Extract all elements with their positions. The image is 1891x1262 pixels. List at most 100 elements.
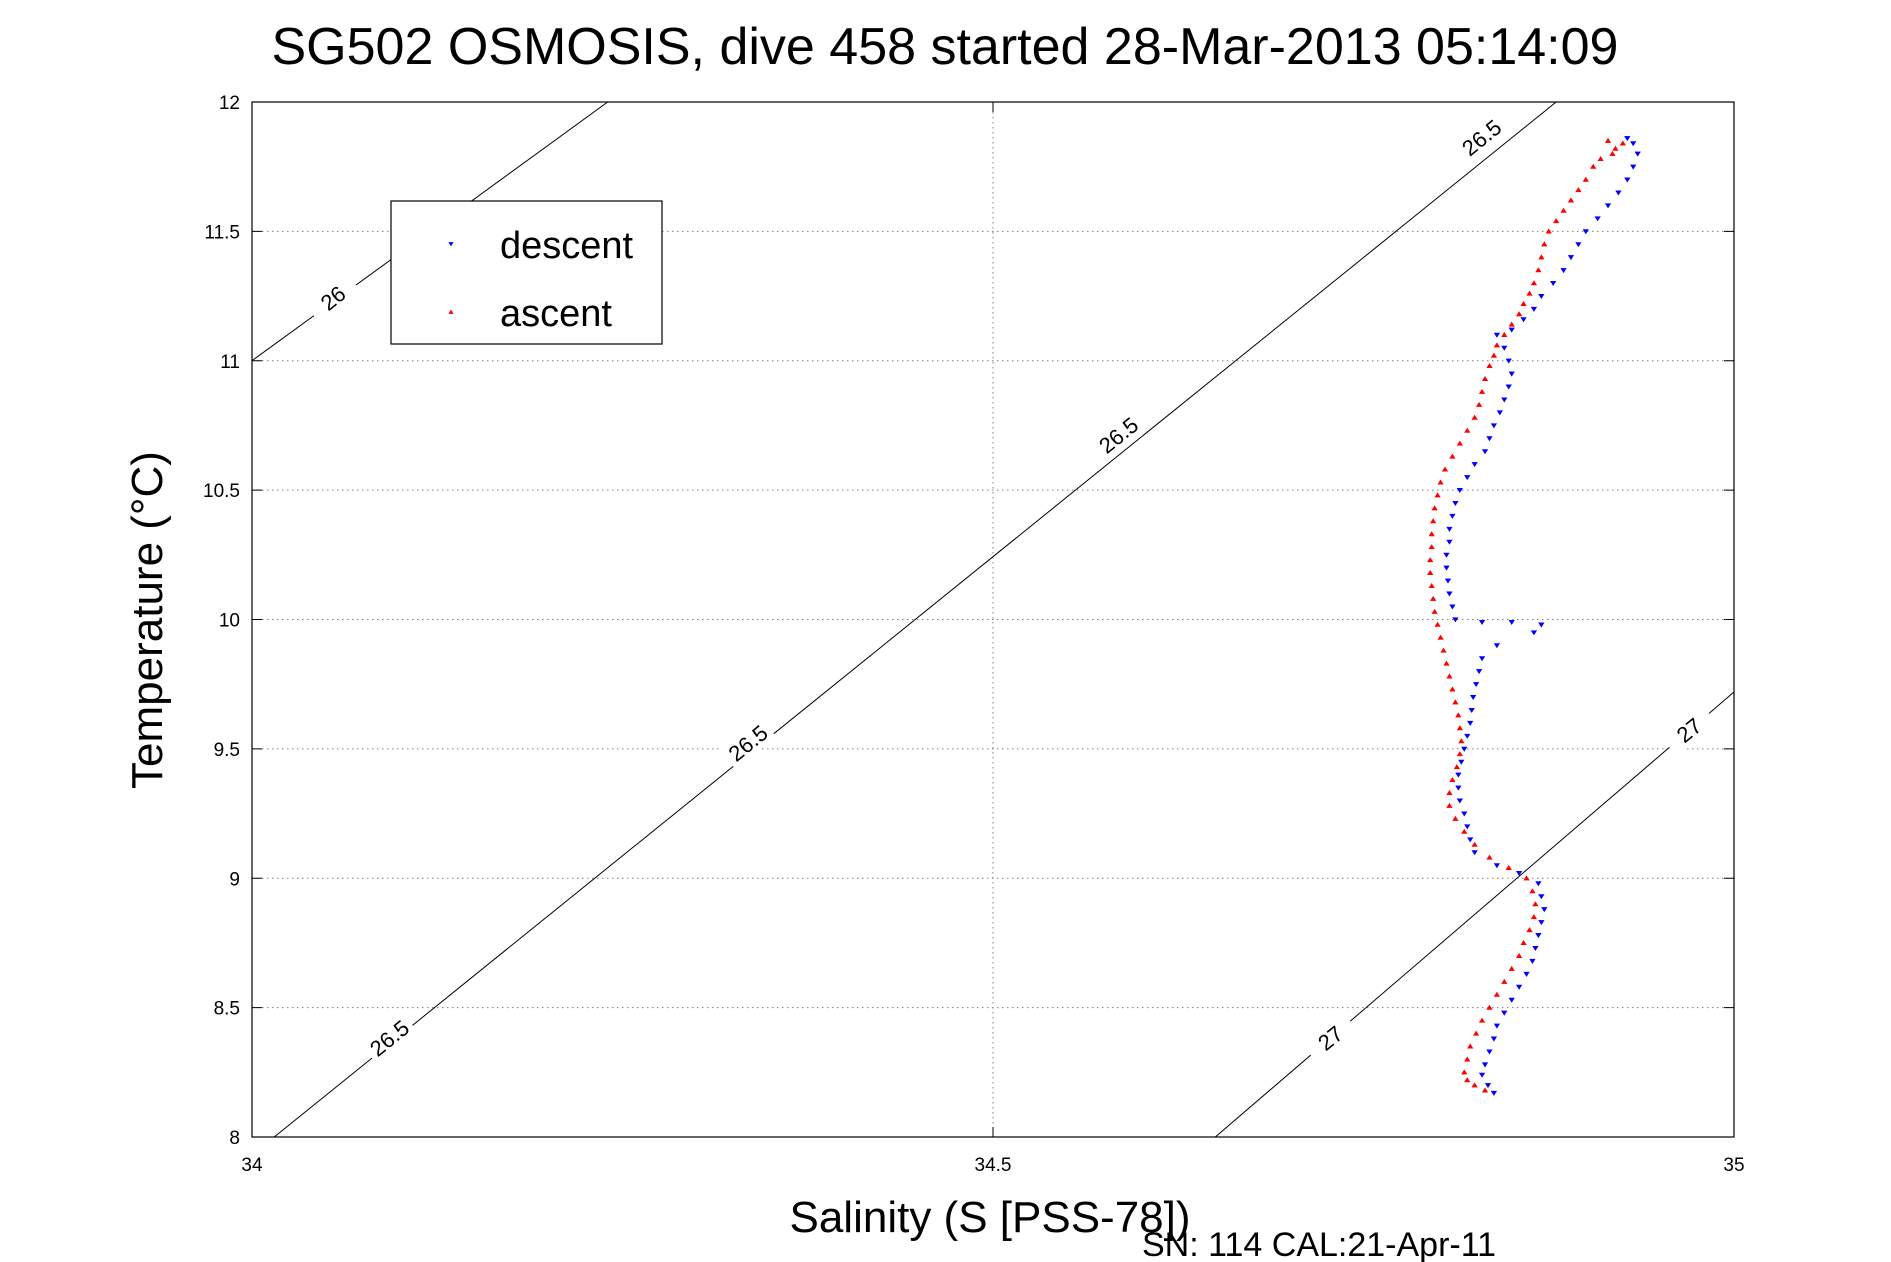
descent-point [1486, 1049, 1493, 1055]
contour-label-background [303, 270, 361, 324]
ascent-point [1545, 228, 1552, 234]
chart-title: SG502 OSMOSIS, dive 458 started 28-Mar-2… [272, 18, 1619, 76]
legend-box [390, 200, 663, 345]
descent-point [1501, 397, 1508, 403]
ascent-point [1501, 331, 1508, 337]
descent-point [1538, 293, 1545, 299]
x-tick-label: 35 [1723, 1155, 1744, 1176]
ascent-point [1505, 864, 1512, 871]
descent-point [1505, 358, 1512, 364]
ascent-point [1434, 492, 1441, 498]
descent-point [1490, 1036, 1498, 1042]
descent-point [1624, 177, 1631, 183]
ascent-point [1437, 634, 1444, 640]
ascent-point [1452, 815, 1459, 821]
x-tick-label: 34 [241, 1155, 263, 1176]
descent-point [1496, 410, 1503, 416]
ascent-point [1490, 352, 1498, 358]
ascent-point [1508, 321, 1515, 327]
ascent-point [1481, 375, 1489, 381]
ascent-point [1612, 145, 1619, 151]
ascent-point [1604, 137, 1612, 143]
y-tick-label: 10 [219, 611, 240, 632]
descent-point [1530, 306, 1538, 312]
descent-point [1461, 746, 1468, 752]
calibration-footer: SN: 114 CAL:21-Apr-11 [1142, 1226, 1496, 1262]
ascent-point [1532, 901, 1539, 907]
descent-point [1493, 643, 1501, 649]
ascent-point [1449, 453, 1456, 459]
ascent-point [1455, 712, 1462, 718]
descent-point [1493, 863, 1501, 869]
descent-point [1515, 984, 1523, 990]
ascent-point [1434, 621, 1441, 627]
legend-marker-descent [448, 242, 454, 247]
descent-point [1538, 622, 1545, 628]
descent-point [1456, 488, 1463, 494]
ascent-point [1446, 789, 1453, 795]
ascent-point [1526, 290, 1533, 296]
descent-point [1470, 695, 1477, 701]
ascent-point [1567, 197, 1575, 203]
contour-label-group: 26.5 [718, 715, 776, 769]
descent-point [1464, 475, 1471, 481]
descent-point [1508, 371, 1515, 377]
density-contour-27 [1214, 691, 1734, 1137]
y-tick-label: 9 [229, 869, 240, 890]
ascent-point [1520, 300, 1527, 306]
descent-point [1443, 565, 1450, 571]
ascent-point [1464, 1077, 1471, 1083]
legend-marker-descent-glyph [448, 242, 454, 247]
descent-point [1478, 1072, 1486, 1078]
descent-point [1532, 945, 1539, 952]
ascent-point [1508, 965, 1515, 971]
x-axis-ticks: 34 34.5 35 [241, 102, 1745, 1176]
ascent-point [1427, 557, 1434, 563]
ascent-point [1486, 363, 1493, 369]
y-tick-label: 9.5 [214, 740, 240, 761]
contour-label-background [1301, 1010, 1359, 1064]
x-tick-label: 34.5 [975, 1155, 1012, 1176]
descent-point [1471, 462, 1478, 468]
x-axis-label: Salinity (S [PSS-78]) [789, 1193, 1190, 1242]
descent-point [1538, 920, 1545, 926]
ascent-point [1535, 267, 1542, 273]
ascent-point [1609, 150, 1616, 156]
ascent-point [1471, 841, 1478, 847]
descent-point [1471, 850, 1478, 856]
y-tick-label: 12 [219, 93, 240, 114]
y-tick-label: 11 [220, 352, 240, 373]
descent-point [1486, 436, 1493, 442]
descent-point [1444, 578, 1452, 584]
ascent-point [1449, 777, 1456, 783]
ascent-point [1597, 156, 1604, 162]
descent-point [1535, 881, 1542, 887]
ascent-point [1446, 802, 1453, 808]
descent-point [1515, 870, 1523, 876]
ascent-point [1472, 1030, 1480, 1036]
ascent-point [1430, 518, 1437, 524]
ascent-point [1478, 1017, 1486, 1023]
ascent-point [1619, 140, 1626, 146]
descent-point [1508, 997, 1515, 1003]
descent-point [1467, 837, 1474, 843]
ascent-point [1427, 570, 1434, 576]
descent-point [1490, 1090, 1498, 1096]
ascent-point [1430, 595, 1437, 601]
descent-point [1455, 772, 1462, 778]
descent-point [1481, 1062, 1489, 1068]
descent-point [1541, 907, 1548, 913]
ascent-point [1515, 311, 1523, 317]
descent-point [1634, 151, 1641, 157]
ascent-point [1456, 725, 1463, 731]
y-axis-ticks: 8 8.5 9 9.5 10 10.5 11 11.5 12 [203, 93, 1734, 1149]
contour-label-group: 26.5 [360, 1010, 417, 1064]
descent-point [1475, 669, 1483, 675]
ascent-point [1428, 582, 1435, 588]
descent-point [1630, 141, 1637, 147]
ascent-point [1582, 176, 1589, 182]
ascent-point [1452, 699, 1459, 705]
descent-point [1472, 682, 1480, 688]
ascent-point [1471, 414, 1478, 420]
